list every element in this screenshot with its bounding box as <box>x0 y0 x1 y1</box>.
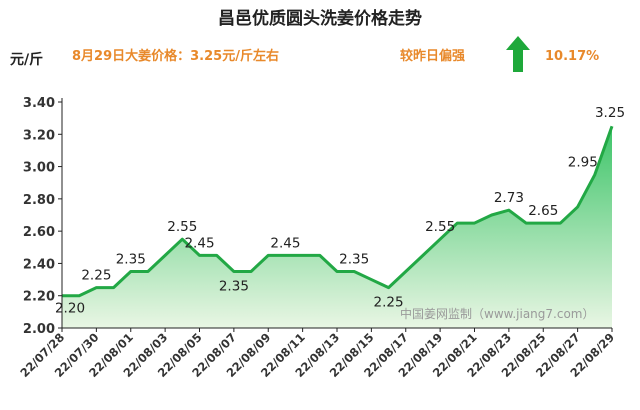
y-tick-label: 2.20 <box>23 290 55 305</box>
y-tick-label: 2.80 <box>23 193 55 208</box>
data-label: 2.45 <box>270 235 300 251</box>
data-label: 2.95 <box>568 155 598 171</box>
y-tick-label: 3.40 <box>23 96 55 111</box>
y-tick-label: 3.20 <box>23 128 55 143</box>
chart-title: 昌邑优质圆头洗姜价格走势 <box>218 8 422 29</box>
y-tick-label: 2.60 <box>23 225 55 240</box>
data-label: 2.73 <box>494 190 524 206</box>
up-arrow-icon <box>506 36 530 72</box>
data-label: 2.35 <box>219 279 249 295</box>
change-percent: 10.17% <box>545 49 599 64</box>
data-label: 2.45 <box>184 235 214 251</box>
y-tick-label: 2.40 <box>23 257 55 272</box>
data-label: 2.35 <box>339 252 369 268</box>
data-label: 2.25 <box>374 295 404 311</box>
price-area <box>62 126 612 328</box>
data-label: 3.25 <box>595 105 625 121</box>
compare-label: 较昨日偏强 <box>400 48 465 64</box>
data-label: 2.55 <box>425 219 455 235</box>
price-line <box>62 125 614 298</box>
data-label: 2.20 <box>55 301 85 317</box>
data-label: 2.65 <box>528 203 558 219</box>
watermark: 中国姜网监制（www.jiang7.com） <box>400 306 594 321</box>
y-tick-label: 2.00 <box>23 322 55 337</box>
y-tick-label: 3.00 <box>23 161 55 176</box>
y-axis-unit: 元/斤 <box>10 51 43 68</box>
price-note: 8月29日大姜价格：3.25元/斤左右 <box>72 48 279 64</box>
data-label: 2.25 <box>81 268 111 284</box>
data-label: 2.35 <box>116 252 146 268</box>
data-label: 2.55 <box>167 219 197 235</box>
